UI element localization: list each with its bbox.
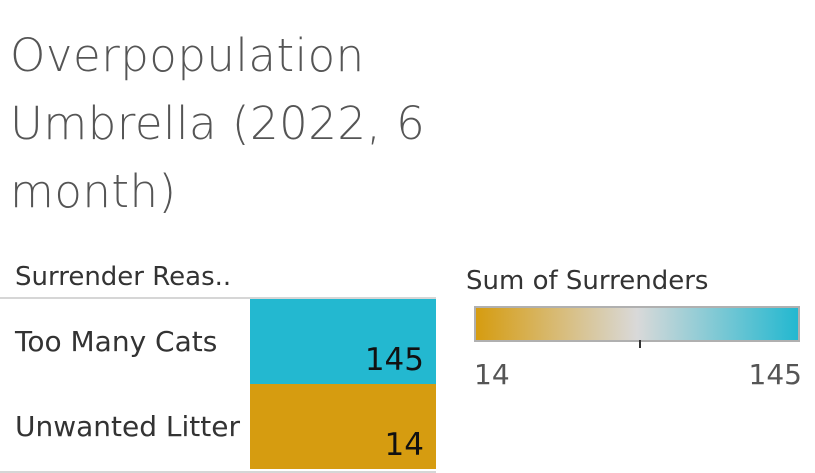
chart-title: Overpopulation Umbrella (2022, 6 month) bbox=[10, 29, 426, 218]
row-label: Unwanted Litter bbox=[15, 410, 240, 443]
table-row[interactable]: Too Many Cats 145 bbox=[0, 299, 436, 384]
color-legend-min-label: 14 bbox=[474, 358, 510, 391]
cell-value-label: 145 bbox=[364, 342, 424, 378]
color-legend-gradient bbox=[474, 306, 800, 342]
highlight-table: Too Many Cats 145 Unwanted Litter 14 bbox=[0, 297, 436, 473]
cell-value-label: 14 bbox=[384, 427, 424, 463]
legend-title: Sum of Surrenders bbox=[466, 266, 709, 296]
highlight-cell[interactable]: 145 bbox=[250, 299, 436, 384]
color-legend-max-label: 145 bbox=[748, 358, 802, 391]
table-row[interactable]: Unwanted Litter 14 bbox=[0, 384, 436, 469]
row-label: Too Many Cats bbox=[15, 325, 218, 358]
color-legend-midpoint-tick bbox=[639, 340, 641, 348]
highlight-cell[interactable]: 14 bbox=[250, 384, 436, 469]
row-header-surrender-reason[interactable]: Surrender Reas.. bbox=[15, 262, 232, 292]
